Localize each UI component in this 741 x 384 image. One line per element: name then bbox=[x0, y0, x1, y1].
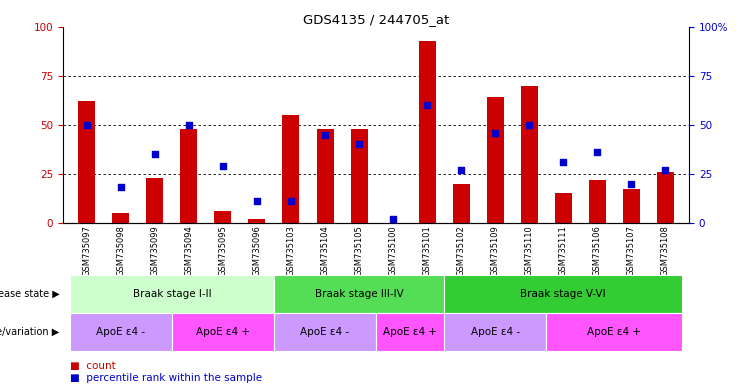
Bar bbox=[248, 219, 265, 223]
Bar bbox=[487, 98, 504, 223]
Bar bbox=[444, 275, 682, 313]
Bar bbox=[622, 189, 639, 223]
Text: Braak stage I-II: Braak stage I-II bbox=[133, 289, 211, 299]
Bar bbox=[147, 178, 163, 223]
Text: genotype/variation ▶: genotype/variation ▶ bbox=[0, 327, 59, 337]
Point bbox=[659, 167, 671, 173]
Text: ■  count: ■ count bbox=[70, 361, 116, 371]
Bar bbox=[453, 184, 470, 223]
Text: ApoE ε4 +: ApoE ε4 + bbox=[588, 327, 641, 337]
Text: ApoE ε4 +: ApoE ε4 + bbox=[383, 327, 437, 337]
Bar bbox=[79, 101, 96, 223]
Point bbox=[285, 198, 297, 204]
Bar bbox=[274, 275, 444, 313]
Bar bbox=[376, 313, 444, 351]
Bar bbox=[555, 194, 572, 223]
Text: disease state ▶: disease state ▶ bbox=[0, 289, 59, 299]
Point bbox=[319, 131, 331, 138]
Point bbox=[387, 216, 399, 222]
Text: ■  percentile rank within the sample: ■ percentile rank within the sample bbox=[70, 373, 262, 383]
Text: ApoE ε4 -: ApoE ε4 - bbox=[96, 327, 145, 337]
Point bbox=[455, 167, 467, 173]
Bar bbox=[589, 180, 605, 223]
Text: Braak stage III-IV: Braak stage III-IV bbox=[315, 289, 403, 299]
Text: ApoE ε4 +: ApoE ε4 + bbox=[196, 327, 250, 337]
Bar bbox=[282, 115, 299, 223]
Bar bbox=[70, 275, 274, 313]
Bar bbox=[70, 313, 172, 351]
Point bbox=[353, 141, 365, 147]
Bar bbox=[444, 313, 546, 351]
Bar bbox=[350, 129, 368, 223]
Bar bbox=[316, 129, 333, 223]
Point bbox=[523, 122, 535, 128]
Point bbox=[421, 102, 433, 108]
Title: GDS4135 / 244705_at: GDS4135 / 244705_at bbox=[303, 13, 449, 26]
Text: ApoE ε4 -: ApoE ε4 - bbox=[471, 327, 519, 337]
Bar bbox=[172, 313, 274, 351]
Text: Braak stage V-VI: Braak stage V-VI bbox=[520, 289, 606, 299]
Point bbox=[557, 159, 569, 165]
Point bbox=[625, 180, 637, 187]
Bar bbox=[419, 41, 436, 223]
Bar bbox=[180, 129, 197, 223]
Point bbox=[251, 198, 263, 204]
Bar bbox=[274, 313, 376, 351]
Point bbox=[115, 184, 127, 190]
Point bbox=[149, 151, 161, 157]
Point bbox=[81, 122, 93, 128]
Bar bbox=[113, 213, 130, 223]
Bar bbox=[657, 172, 674, 223]
Point bbox=[591, 149, 603, 155]
Point bbox=[489, 129, 501, 136]
Point bbox=[217, 163, 229, 169]
Bar bbox=[214, 211, 231, 223]
Text: ApoE ε4 -: ApoE ε4 - bbox=[300, 327, 350, 337]
Bar bbox=[546, 313, 682, 351]
Point bbox=[183, 122, 195, 128]
Bar bbox=[521, 86, 538, 223]
